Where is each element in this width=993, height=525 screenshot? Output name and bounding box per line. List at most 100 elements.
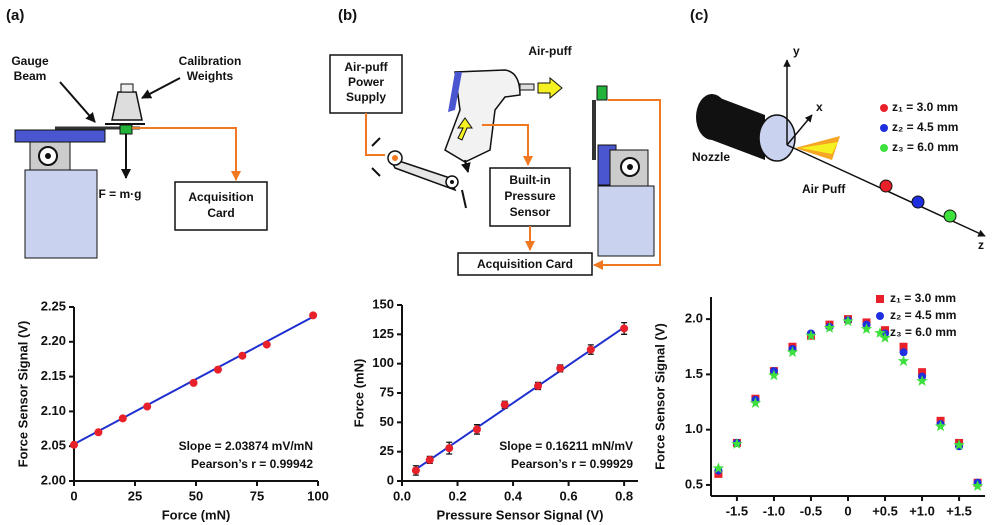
label-line: Power bbox=[348, 75, 384, 89]
data-point bbox=[143, 402, 152, 411]
label: Built-in Pressure Sensor bbox=[504, 173, 556, 219]
pivot-center bbox=[627, 164, 633, 170]
legend-label: z₂ = 4.5 mm bbox=[890, 308, 956, 322]
x-tick-label: +1.0 bbox=[909, 503, 935, 518]
box bbox=[457, 252, 593, 276]
annotation: Slope = 0.16211 mN/mV bbox=[499, 439, 633, 453]
legend-marker bbox=[876, 312, 884, 320]
diagram-a: Gauge Beam Calibration Weights F = m·g Acq… bbox=[11, 54, 268, 259]
label: Nozzle bbox=[692, 150, 730, 164]
x-tick-label: 0 bbox=[844, 503, 851, 518]
sensor bbox=[596, 85, 608, 101]
y-axis-title: Force (mN) bbox=[351, 359, 366, 428]
nozzle-face bbox=[758, 114, 796, 162]
data-point bbox=[823, 322, 836, 333]
label-line: Calibration bbox=[179, 54, 242, 68]
box bbox=[174, 181, 268, 231]
diagram-c: y x z Nozzle Air Puff z₁ = 3.0 mm z₂ = 4… bbox=[692, 44, 986, 252]
label-line: Air-puff bbox=[344, 60, 388, 74]
data-point bbox=[899, 348, 908, 357]
y-tick-label: 0.5 bbox=[685, 476, 703, 491]
x-axis-title: Pressure Sensor Signal (V) bbox=[437, 507, 604, 522]
label: Gauge Beam bbox=[11, 54, 49, 83]
data-point bbox=[916, 375, 928, 386]
data-point bbox=[70, 440, 78, 449]
data-point bbox=[238, 351, 247, 360]
label-line: Weights bbox=[187, 69, 234, 83]
x-tick-label: 0.2 bbox=[448, 488, 466, 503]
weight-top bbox=[120, 83, 134, 93]
position-dot bbox=[879, 179, 893, 193]
y-tick-label: 2.05 bbox=[41, 438, 66, 453]
x-tick-label: 0.8 bbox=[615, 488, 633, 503]
data-point bbox=[786, 346, 799, 358]
label: Air Puff bbox=[802, 182, 846, 196]
y-tick-label: 75 bbox=[380, 384, 394, 399]
label-line: Sensor bbox=[510, 205, 551, 219]
position-dot bbox=[911, 195, 925, 209]
label-line: Beam bbox=[14, 69, 47, 83]
legend-dot bbox=[880, 124, 888, 132]
arrow bbox=[141, 77, 181, 99]
label: Air-puff bbox=[528, 44, 572, 58]
box bbox=[489, 167, 571, 227]
y-tick-label: 0 bbox=[387, 472, 394, 487]
data-point bbox=[534, 381, 543, 390]
motion-arrows bbox=[371, 137, 468, 209]
data-point bbox=[189, 378, 198, 387]
legend-marker bbox=[876, 295, 884, 303]
signal-line bbox=[593, 99, 661, 270]
panel-label: (b) bbox=[338, 7, 357, 24]
x-tick-label: 100 bbox=[307, 488, 329, 503]
x-tick-label: -1.5 bbox=[726, 503, 748, 518]
data-point bbox=[620, 324, 629, 333]
data-point bbox=[805, 329, 817, 341]
y-tick-label: 2.20 bbox=[41, 333, 66, 348]
data-point bbox=[712, 462, 725, 474]
data-point bbox=[118, 414, 127, 423]
data-point bbox=[411, 466, 420, 475]
pivot-center bbox=[45, 153, 51, 159]
data-point bbox=[918, 368, 927, 377]
data-point bbox=[879, 331, 891, 343]
y-tick-label: 1.5 bbox=[685, 366, 703, 381]
label: Calibration Weights bbox=[179, 54, 242, 83]
legend-label: z₃ = 6.0 mm bbox=[890, 325, 957, 339]
legend-label: z₂ = 4.5 mm bbox=[892, 120, 958, 134]
signal-line bbox=[482, 124, 533, 166]
data-point bbox=[94, 428, 103, 437]
label: Air-puff Power Supply bbox=[344, 60, 388, 104]
axis-label: z bbox=[978, 238, 984, 252]
press-arrow bbox=[457, 117, 473, 141]
nozzle bbox=[519, 83, 535, 91]
base bbox=[14, 129, 106, 143]
x-tick-label: 25 bbox=[128, 488, 142, 503]
data-point bbox=[749, 397, 762, 408]
y-tick-label: 2.15 bbox=[41, 368, 66, 383]
annotation: Slope = 2.03874 mV/mN bbox=[179, 439, 313, 453]
y-tick-label: 1.0 bbox=[685, 421, 703, 436]
data-point bbox=[897, 355, 910, 366]
y-axis-title: Force Sensor Signal (V) bbox=[15, 321, 30, 468]
data-point bbox=[768, 369, 780, 381]
legend-marker bbox=[874, 327, 886, 338]
data-point bbox=[425, 455, 434, 464]
panel-label: (a) bbox=[6, 7, 24, 24]
data-point bbox=[445, 444, 454, 453]
x-tick-label: 75 bbox=[250, 488, 264, 503]
legend-label: z₁ = 3.0 mm bbox=[890, 291, 956, 305]
box bbox=[329, 54, 403, 114]
y-tick-label: 2.0 bbox=[685, 311, 703, 326]
diagram-b: Air-puff Power Supply Air-puff Built-in Pre… bbox=[329, 44, 661, 276]
label: Acquisition Card bbox=[477, 257, 573, 271]
y-tick-label: 25 bbox=[380, 443, 394, 458]
puff bbox=[800, 142, 838, 154]
data-point bbox=[500, 400, 509, 409]
x-tick-label: +0.5 bbox=[872, 503, 898, 518]
y-tick-label: 2.25 bbox=[41, 298, 66, 313]
label-line: Pressure bbox=[504, 189, 556, 203]
label: Acquisition Card bbox=[188, 190, 253, 220]
pivot-center bbox=[450, 180, 454, 184]
data-point bbox=[899, 342, 908, 351]
